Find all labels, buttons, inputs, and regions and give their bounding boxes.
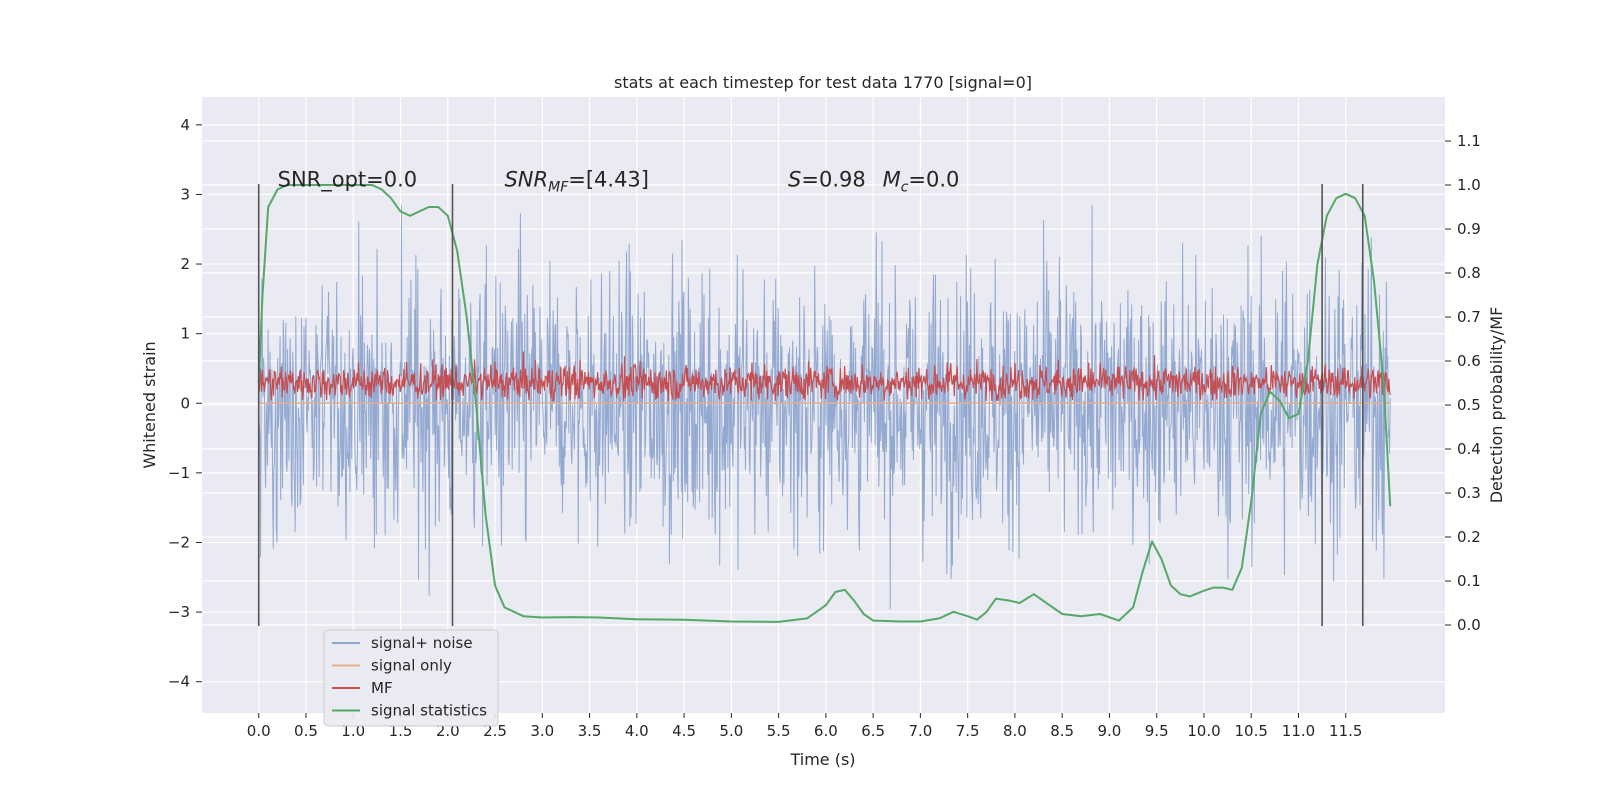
y-left-tick-label: 2 bbox=[180, 255, 190, 273]
y-left-tick-label: 4 bbox=[180, 116, 190, 134]
y-left-tick-label: 3 bbox=[180, 185, 190, 203]
y-left-tick-label: −2 bbox=[168, 533, 190, 551]
x-tick-label: 6.0 bbox=[814, 722, 838, 740]
annotation-text: SNRMF=[4.43] bbox=[504, 168, 649, 196]
y-right-tick-label: 0.6 bbox=[1457, 352, 1481, 370]
y-right-tick-label: 0.5 bbox=[1457, 396, 1481, 414]
y-right-tick-label: 1.1 bbox=[1457, 132, 1481, 150]
y-right-tick-label: 0.4 bbox=[1457, 440, 1481, 458]
y-axis-label-right: Detection probability/MF bbox=[1487, 307, 1506, 504]
x-tick-label: 3.5 bbox=[578, 722, 602, 740]
vertical-markers bbox=[257, 184, 1364, 626]
series-line-mf bbox=[258, 351, 1391, 402]
x-tick-label: 4.0 bbox=[625, 722, 649, 740]
chart-title: stats at each timestep for test data 177… bbox=[614, 73, 1032, 92]
y-axis-label-left: Whitened strain bbox=[140, 341, 159, 468]
y-left-tick-label: 1 bbox=[180, 325, 190, 343]
x-tick-label: 0.5 bbox=[294, 722, 318, 740]
y-left-tick-label: −1 bbox=[168, 464, 190, 482]
legend-label: signal statistics bbox=[371, 702, 487, 720]
legend-label: signal+ noise bbox=[371, 634, 473, 652]
x-tick-label: 11.5 bbox=[1329, 722, 1362, 740]
y-axis-right: 0.0 0.1 0.2 0.3 0.4 0.5 0.6 0.7 0.8 0.9 1.0 1.1 bbox=[1445, 132, 1481, 634]
annotation-text: SNR_opt=0.0 bbox=[278, 168, 418, 193]
annotations: SNR_opt=0.0 SNRMF=[4.43] S=0.98 Mc=0.0 bbox=[278, 168, 960, 196]
annotation-text: Mc=0.0 bbox=[883, 168, 960, 196]
y-right-tick-label: 0.8 bbox=[1457, 264, 1481, 282]
y-right-tick-label: 0.1 bbox=[1457, 572, 1481, 590]
legend-box bbox=[323, 629, 499, 727]
x-tick-label: 0.0 bbox=[247, 722, 271, 740]
annotation-text: S=0.98 bbox=[788, 168, 866, 192]
x-tick-label: 8.0 bbox=[1003, 722, 1027, 740]
y-right-tick-label: 0.0 bbox=[1457, 616, 1481, 634]
series-layer bbox=[257, 184, 1392, 623]
x-tick-label: 7.5 bbox=[956, 722, 980, 740]
y-right-tick-label: 0.9 bbox=[1457, 220, 1481, 238]
x-tick-label: 9.5 bbox=[1145, 722, 1169, 740]
y-left-tick-label: −3 bbox=[168, 603, 190, 621]
y-right-tick-label: 0.3 bbox=[1457, 484, 1481, 502]
series-line-signal-statistics bbox=[257, 184, 1392, 623]
x-tick-label: 5.5 bbox=[767, 722, 791, 740]
y-right-tick-label: 0.7 bbox=[1457, 308, 1481, 326]
x-tick-label: 4.5 bbox=[672, 722, 696, 740]
y-left-tick-label: −4 bbox=[168, 673, 190, 691]
x-axis-label: Time (s) bbox=[789, 750, 855, 769]
x-tick-label: 8.5 bbox=[1050, 722, 1074, 740]
y-right-tick-label: 0.2 bbox=[1457, 528, 1481, 546]
x-tick-label: 3.0 bbox=[530, 722, 554, 740]
series-line-signal-noise bbox=[258, 204, 1391, 610]
x-tick-label: 6.5 bbox=[861, 722, 885, 740]
x-tick-label: 10.5 bbox=[1235, 722, 1268, 740]
x-tick-label: 9.0 bbox=[1098, 722, 1122, 740]
legend-label: signal only bbox=[371, 657, 452, 675]
x-tick-label: 7.0 bbox=[908, 722, 932, 740]
legend-label: MF bbox=[371, 679, 393, 697]
x-tick-label: 10.0 bbox=[1187, 722, 1220, 740]
x-tick-label: 5.0 bbox=[719, 722, 743, 740]
x-tick-label: 11.0 bbox=[1282, 722, 1315, 740]
y-right-tick-label: 1.0 bbox=[1457, 176, 1481, 194]
legend: signal+ noise signal only MF signal statist… bbox=[323, 629, 499, 727]
y-left-tick-label: 0 bbox=[180, 394, 190, 412]
y-axis-left: −4 −3 −2 −1 0 1 2 3 4 bbox=[168, 116, 202, 691]
x-axis: 0.0 0.5 1.0 1.5 2.0 2.5 3.0 3.5 4.0 4.5 5.0 5.5 6.0 6… bbox=[247, 713, 1362, 740]
